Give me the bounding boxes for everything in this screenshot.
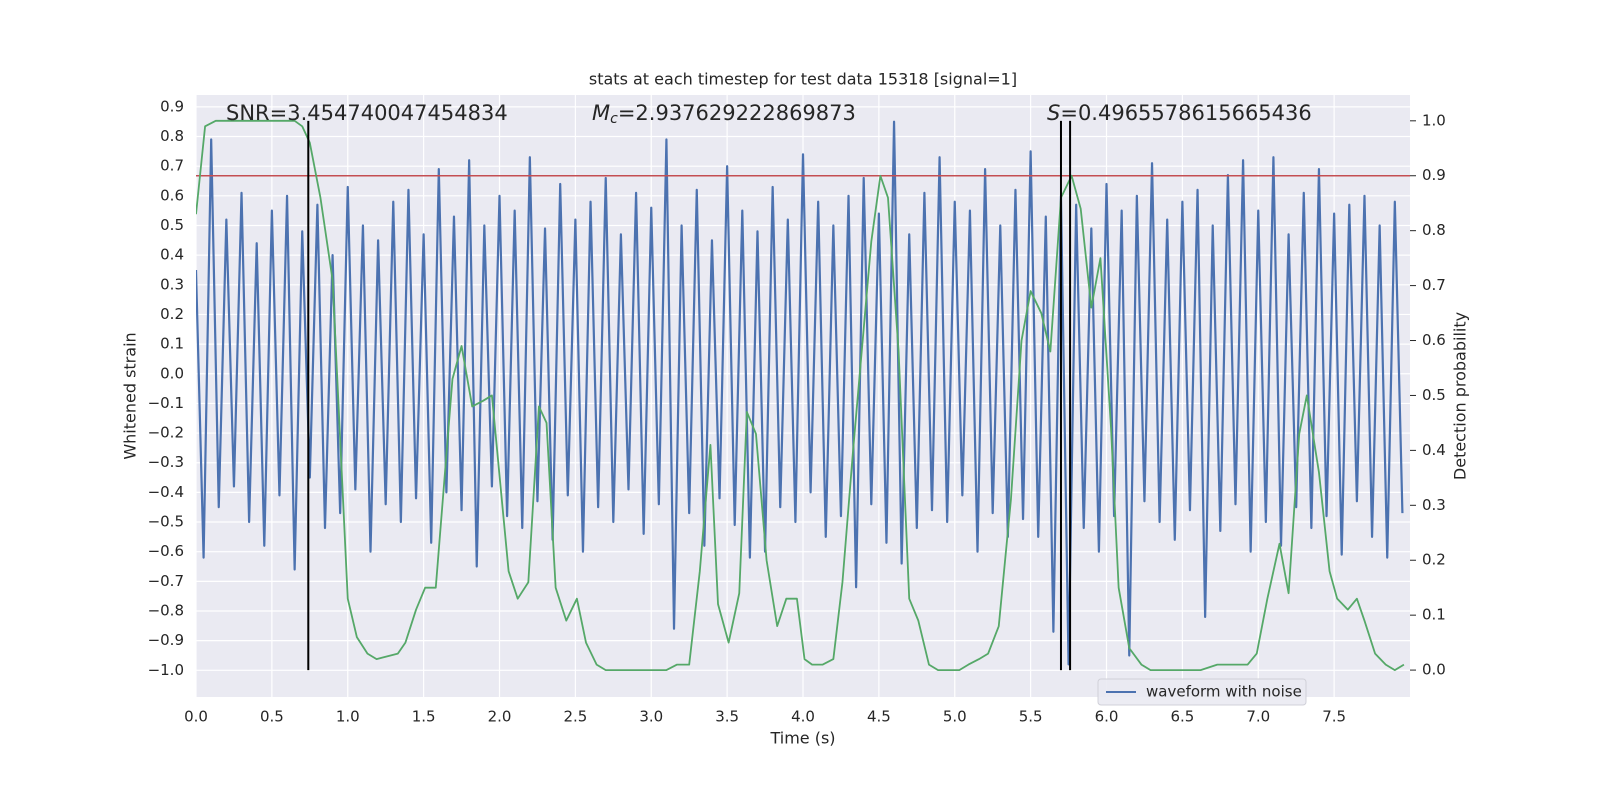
y-tick-label: −0.2 (148, 424, 184, 442)
annotation-text: =0.4965578615665436 (1060, 101, 1311, 125)
y2-tick-label: 0.4 (1422, 441, 1446, 459)
y-tick-label: 0.6 (160, 186, 184, 204)
y-tick-label: −0.9 (148, 631, 184, 649)
y-tick-label: −0.6 (148, 542, 184, 560)
annotation-symbol: S (1047, 101, 1060, 125)
y-tick-label: −1.0 (148, 661, 184, 679)
y-tick-label: 0.1 (160, 335, 184, 353)
x-tick-label: 7.0 (1246, 708, 1270, 726)
y-tick-label: −0.7 (148, 572, 184, 590)
y2-tick-label: 0.3 (1422, 496, 1446, 514)
y2-axis-label: Detection probability (1451, 312, 1470, 480)
x-tick-label: 4.0 (791, 708, 815, 726)
y-tick-label: 0.0 (160, 364, 184, 382)
x-tick-label: 7.5 (1322, 708, 1346, 726)
x-tick-label: 3.5 (715, 708, 739, 726)
y-tick-label: −0.3 (148, 453, 184, 471)
annotation: S=0.4965578615665436 (1047, 101, 1312, 125)
x-tick-label: 4.5 (867, 708, 891, 726)
x-tick-label: 3.0 (639, 708, 663, 726)
y-tick-label: 0.8 (160, 127, 184, 145)
y2-tick-label: 0.9 (1422, 166, 1446, 184)
y2-tick-label: 0.6 (1422, 331, 1446, 349)
annotation-text: =2.937629222869873 (618, 101, 856, 125)
annotation-subscript: c (610, 111, 618, 127)
legend-label: waveform with noise (1146, 683, 1302, 701)
y2-tick-label: 0.2 (1422, 551, 1446, 569)
x-tick-label: 0.5 (260, 708, 284, 726)
y2-tick-label: 0.8 (1422, 221, 1446, 239)
y-tick-label: 0.9 (160, 97, 184, 115)
y2-tick-label: 0.0 (1422, 661, 1446, 679)
x-tick-label: 6.5 (1170, 708, 1194, 726)
y-tick-label: 0.5 (160, 216, 184, 234)
y2-tick-label: 0.1 (1422, 606, 1446, 624)
annotation-symbol: M (592, 101, 610, 125)
y-tick-label: 0.7 (160, 157, 184, 175)
x-tick-label: 2.0 (488, 708, 512, 726)
annotation: SNR=3.454740047454834 (226, 101, 508, 125)
x-axis-label: Time (s) (769, 729, 835, 748)
x-tick-label: 2.5 (563, 708, 587, 726)
x-tick-label: 6.0 (1095, 708, 1119, 726)
y2-tick-label: 0.5 (1422, 386, 1446, 404)
y2-tick-label: 0.7 (1422, 276, 1446, 294)
y-tick-label: 0.3 (160, 275, 184, 293)
annotation: Mc=2.937629222869873 (592, 101, 856, 127)
marks (196, 119, 1410, 671)
labels: 0.0 0.5 1.0 1.5 2.0 2.5 3.0 3.5 4.0 4.5 5.0 5.5 6.0 6… (148, 97, 1446, 725)
annotation-text: SNR=3.454740047454834 (226, 101, 508, 125)
x-tick-label: 5.0 (943, 708, 967, 726)
x-tick-label: 1.0 (336, 708, 360, 726)
y-tick-label: −0.5 (148, 513, 184, 531)
x-tick-label: 5.5 (1019, 708, 1043, 726)
y2-tick-label: 1.0 (1422, 111, 1446, 129)
waveform-line (196, 120, 1404, 666)
y-axis-label: Whitened strain (121, 332, 140, 459)
y-tick-label: 0.4 (160, 246, 184, 264)
y-tick-label: −0.4 (148, 483, 184, 501)
y-tick-label: 0.2 (160, 305, 184, 323)
x-tick-label: 1.5 (412, 708, 436, 726)
chart-title: stats at each timestep for test data 153… (589, 70, 1017, 89)
x-tick-label: 0.0 (184, 708, 208, 726)
y-tick-label: −0.1 (148, 394, 184, 412)
legend-box (1097, 678, 1307, 706)
probability-line (196, 119, 1405, 671)
y-tick-label: −0.8 (148, 602, 184, 620)
